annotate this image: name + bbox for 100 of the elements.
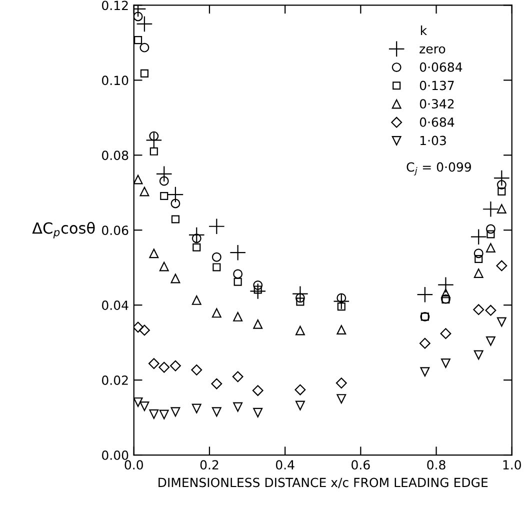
- point: [336, 394, 346, 404]
- point: [233, 269, 243, 279]
- point: [212, 252, 222, 262]
- point: [136, 16, 153, 32]
- point: [295, 326, 305, 336]
- point: [192, 243, 201, 252]
- point: [140, 186, 150, 196]
- point: [253, 408, 263, 418]
- point: [440, 328, 452, 340]
- y-tick-label: 0.04: [102, 300, 128, 310]
- point: [233, 402, 243, 412]
- legend-label: 0·137: [420, 80, 454, 90]
- point: [212, 263, 221, 272]
- point: [149, 409, 159, 419]
- point: [474, 268, 484, 278]
- point: [296, 298, 304, 306]
- point: [212, 407, 222, 417]
- point: [419, 338, 430, 349]
- point: [252, 385, 264, 396]
- point: [170, 360, 181, 372]
- point: [150, 147, 158, 156]
- point: [170, 407, 180, 417]
- point: [156, 166, 172, 182]
- legend-label: zero: [420, 46, 446, 54]
- point: [295, 400, 305, 410]
- point: [441, 288, 450, 298]
- point: [140, 402, 150, 412]
- point: [134, 397, 143, 407]
- point: [208, 218, 225, 235]
- annotation: C$_{j}$ = 0·099: [406, 162, 471, 176]
- point: [295, 293, 305, 303]
- point: [192, 404, 202, 414]
- point: [441, 358, 450, 368]
- point: [171, 215, 180, 224]
- point: [160, 192, 168, 200]
- point: [438, 276, 454, 294]
- point: [159, 410, 169, 420]
- y-tick-label: 0.02: [102, 376, 128, 385]
- point: [333, 293, 350, 310]
- point: [473, 304, 484, 316]
- point: [496, 260, 508, 272]
- y-tick-label: 0.08: [102, 150, 128, 160]
- point: [254, 286, 262, 294]
- point: [336, 293, 346, 303]
- point: [485, 304, 496, 316]
- point: [294, 384, 306, 396]
- legend-title: k: [420, 25, 428, 35]
- point: [211, 378, 222, 390]
- point: [498, 187, 506, 196]
- y-axis-title: ΔC$_{p}$cosθ: [32, 222, 95, 238]
- x-tick-label: 0.0: [124, 460, 143, 470]
- point: [250, 283, 266, 300]
- point: [167, 186, 184, 203]
- point: [149, 248, 159, 258]
- x-tick-label: 0.2: [200, 460, 218, 470]
- point: [474, 254, 483, 264]
- point: [192, 295, 202, 305]
- point: [337, 302, 346, 311]
- point: [474, 350, 484, 360]
- point: [148, 358, 160, 370]
- point: [493, 170, 510, 186]
- point: [292, 286, 308, 302]
- x-tick-label: 0.8: [427, 460, 446, 470]
- point: [159, 176, 169, 186]
- point: [134, 322, 144, 333]
- point: [253, 319, 263, 329]
- x-tick-label: 0.6: [352, 460, 370, 470]
- point: [486, 336, 496, 346]
- legend-label: 0·684: [420, 117, 454, 127]
- point: [140, 42, 150, 52]
- y-tick-label: 0.10: [102, 76, 128, 86]
- point: [336, 378, 347, 389]
- x-tick-label: 1.0: [503, 460, 521, 470]
- point: [416, 286, 434, 303]
- point: [253, 280, 263, 290]
- point: [232, 371, 244, 382]
- point: [149, 131, 159, 141]
- point: [336, 325, 346, 335]
- point: [496, 180, 506, 190]
- point: [146, 132, 162, 148]
- point: [233, 312, 243, 322]
- point: [486, 224, 496, 234]
- legend-label: 0·0684: [420, 62, 462, 72]
- point: [486, 230, 495, 238]
- y-tick-label: 0.06: [102, 226, 128, 236]
- point: [496, 317, 506, 327]
- x-axis-title: DIMENSIONLESS DISTANCE x/c FROM LEADING EDGE: [158, 478, 488, 488]
- point: [420, 367, 430, 377]
- point: [192, 234, 202, 244]
- point: [474, 248, 484, 258]
- point: [234, 278, 242, 286]
- point: [230, 244, 246, 261]
- point: [212, 308, 222, 318]
- point: [159, 262, 169, 272]
- point: [170, 274, 180, 284]
- legend-label: 0·342: [420, 99, 454, 109]
- y-tick-label: 0.12: [102, 0, 128, 10]
- y-tick-label: 0.00: [102, 450, 128, 460]
- legend-label: 1·03: [420, 136, 446, 146]
- point: [496, 204, 506, 214]
